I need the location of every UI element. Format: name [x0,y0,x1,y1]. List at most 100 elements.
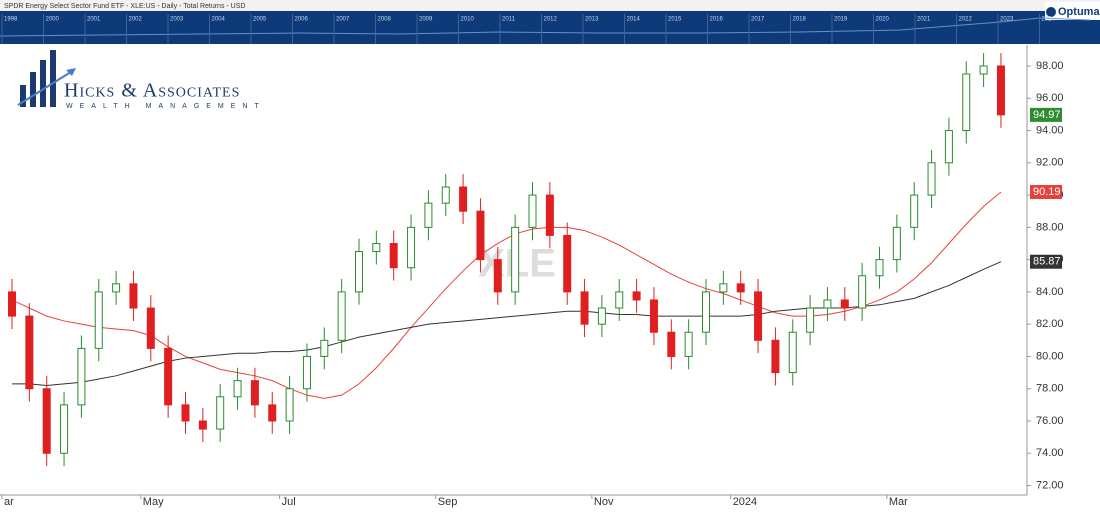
brand: Optuma [1058,6,1100,18]
navigator-year: 2021 [917,17,931,23]
navigator-year: 2006 [295,17,309,23]
y-tick-label: 78.00 [1036,383,1064,395]
navigator-year: 2017 [751,17,765,23]
candle-body [667,331,676,357]
candle-body [441,186,450,204]
y-tick-label: 84.00 [1036,286,1064,298]
logo-bar [30,72,36,107]
candle-body [459,186,468,212]
candle-body [60,404,69,454]
x-tick-label: Nov [594,496,614,508]
candle-body [649,299,658,333]
last-value-label: 85.87 [1033,256,1061,268]
navigator-year: 2000 [46,17,60,23]
y-tick-label: 82.00 [1036,318,1064,330]
candle-body [112,283,121,293]
navigator-year: 2023 [1000,17,1014,23]
candle-body [250,380,259,406]
x-tick-label: ar [4,496,14,508]
navigator-year: 2003 [170,17,184,23]
candle-body [146,307,155,349]
x-tick-label: Mar [889,496,908,508]
last-value-box [1030,254,1062,269]
candle-body [910,194,919,228]
x-tick-label: Jul [282,496,296,508]
candle-body [198,420,207,430]
candle-body [615,291,624,309]
logo-tagline: WEALTH MANAGEMENT [66,103,266,110]
logo-arrowhead [66,68,76,76]
candle-body [407,226,416,269]
candle-body [962,73,971,132]
candle-body [927,162,936,196]
navigator-year: 2020 [876,17,890,23]
title-bar [0,0,1100,11]
moving-average-line [11,191,1002,399]
candle-body [476,210,485,261]
candle-body [858,275,867,309]
navigator-year: 2011 [502,17,516,23]
candle-body [164,347,173,406]
candle-body [563,234,572,293]
candle-body [129,283,138,309]
y-tick-label: 94.00 [1036,124,1064,136]
candle-body [996,65,1005,116]
candle-body [372,242,381,253]
y-tick-label: 72.00 [1036,479,1064,491]
navigator-year: 2001 [87,17,101,23]
y-tick-label: 92.00 [1036,157,1064,169]
y-tick-label: 76.00 [1036,415,1064,427]
last-value-label: 90.19 [1033,186,1061,198]
navigator-year: 2009 [419,17,433,23]
candle-body [788,331,797,374]
logo-bar [40,60,46,107]
last-value-box [1030,107,1062,122]
candle-body [944,130,953,164]
candle-body [545,194,554,236]
navigator-year: 2012 [544,17,558,23]
navigator-year: 2019 [834,17,848,23]
navigator-year: 2014 [627,17,641,23]
candle-body [233,380,242,398]
navigator-year: 2016 [710,17,724,23]
candle-body [754,291,763,341]
candle-body [979,65,988,75]
navigator-year: 2018 [793,17,807,23]
candle-body [337,291,346,341]
x-tick-label: May [143,496,164,508]
candle-body [771,339,780,374]
candle-body [25,315,34,390]
logo-name: Hicks & Associates [64,80,240,102]
candle-body [268,404,277,422]
candle-body [806,307,815,333]
navigator-year: 2004 [212,17,226,23]
chart-title: SPDR Energy Select Sector Fund ETF - XLE… [4,3,245,10]
candle-body [77,347,86,406]
candle-body [320,339,329,357]
candle-body [216,396,225,430]
navigator-year: 2024 [1042,17,1056,23]
candle-body [302,355,311,390]
navigator-year: 2007 [336,17,350,23]
x-tick-label: 2024 [733,496,757,508]
y-tick-label: 96.00 [1036,92,1064,104]
candle-body [840,299,849,309]
candle-body [424,202,433,228]
candle-body [736,283,745,293]
candle-body [493,259,502,293]
candle-body [875,259,884,277]
candle-body [389,242,398,269]
candle-body [181,404,190,422]
brand-icon [1046,7,1056,17]
y-tick-label: 98.00 [1036,60,1064,72]
candle-body [684,331,693,357]
y-tick-label: 88.00 [1036,221,1064,233]
candle-body [580,291,589,325]
candle-body [42,388,51,454]
moving-average-line [12,261,1002,386]
navigator-year: 2022 [959,17,973,23]
brand-box [1045,2,1100,20]
logo-arrow [17,69,75,106]
navigator-year: 2013 [585,17,599,23]
